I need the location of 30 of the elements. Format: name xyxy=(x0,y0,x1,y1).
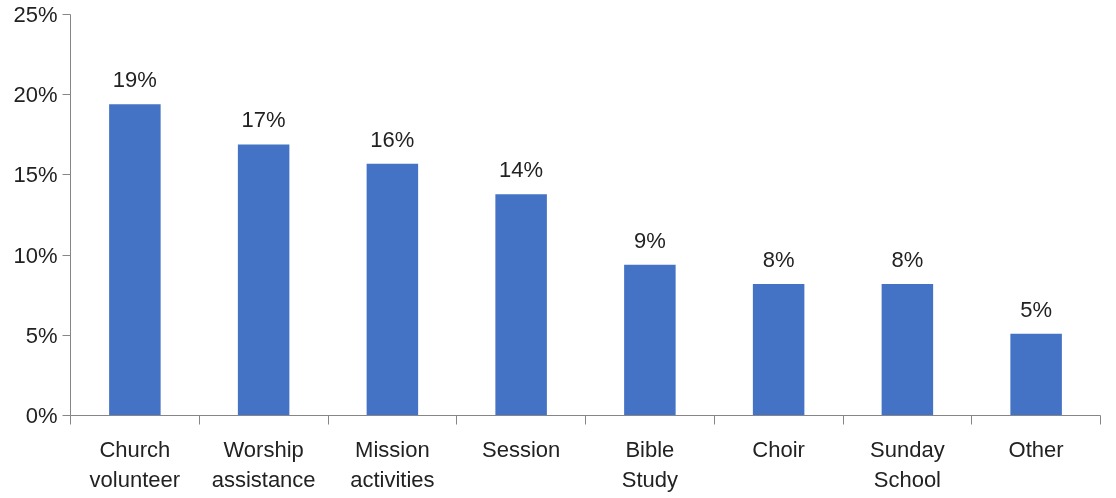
bar xyxy=(752,283,805,416)
data-label: 16% xyxy=(370,126,415,152)
bar xyxy=(1010,333,1062,416)
data-label: 5% xyxy=(1020,296,1053,322)
data-label: 8% xyxy=(891,246,924,272)
data-label: 8% xyxy=(762,246,795,272)
y-tick-label: 15% xyxy=(13,162,58,188)
data-label: 9% xyxy=(633,227,666,253)
y-tick-label: 10% xyxy=(13,242,58,268)
x-tick-label: Church volunteer xyxy=(89,436,181,492)
bar xyxy=(881,283,934,416)
x-tick-label: Worship assistance xyxy=(211,436,316,492)
bar xyxy=(109,104,161,416)
bar xyxy=(624,264,676,416)
x-tick-label: Sunday School xyxy=(870,436,945,492)
bar xyxy=(366,163,419,416)
y-tick-label: 25% xyxy=(13,2,58,27)
data-label: 17% xyxy=(241,107,286,133)
x-tick-label: Choir xyxy=(752,436,805,462)
x-tick-label: Session xyxy=(481,436,561,462)
x-tick-label: Other xyxy=(1008,436,1064,462)
bar xyxy=(237,144,290,416)
x-tick-label: Bible Study xyxy=(621,436,679,492)
y-tick-label: 5% xyxy=(25,322,58,348)
y-tick-label: 0% xyxy=(25,403,58,428)
data-label: 19% xyxy=(112,67,157,93)
bar xyxy=(495,194,547,416)
data-label: 14% xyxy=(499,157,544,183)
x-tick-label: Mission activities xyxy=(350,436,435,492)
y-tick-label: 20% xyxy=(13,82,58,108)
